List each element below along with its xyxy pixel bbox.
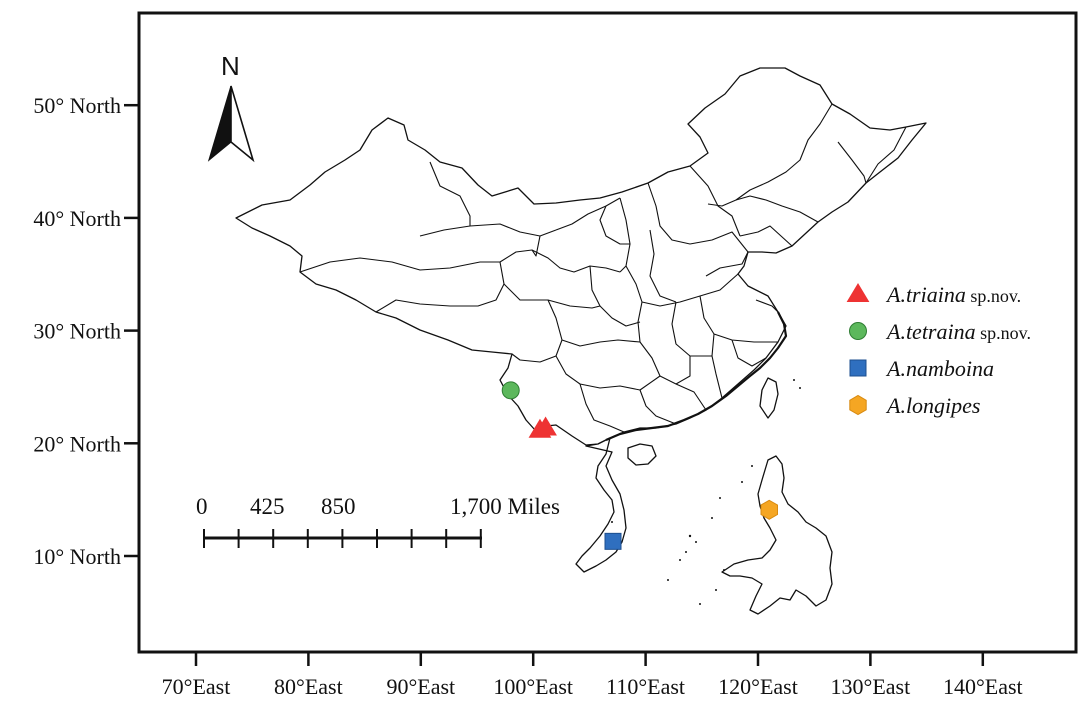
legend-species-name: A.tetraina [885, 319, 976, 344]
taiwan-outline [759, 377, 779, 419]
lat-tick-label-50: 50° North [33, 93, 121, 118]
island-dots [611, 379, 801, 605]
legend-hexagon-icon [849, 394, 867, 416]
legend: A.triaina sp.nov.A.tetraina sp.nov.A.nam… [846, 282, 1031, 418]
record-marker-triaina [534, 416, 557, 436]
legend-triangle-icon [846, 283, 870, 302]
record-marker-longipes [760, 499, 778, 520]
southeast-coastline [605, 311, 788, 442]
legend-species-suffix: sp.nov. [966, 286, 1021, 306]
scale-bar: 0 425 850 1,700 Miles [196, 494, 560, 548]
legend-species-name: A.triaina [885, 282, 966, 307]
record-marker-namboina [604, 532, 622, 550]
occurrence-markers [501, 381, 778, 550]
legend-item-namboina: A.namboina [885, 356, 994, 381]
record-marker-tetraina [501, 381, 520, 400]
lon-tick-label-130: 130°East [831, 674, 911, 699]
lon-tick-label-110: 110°East [606, 674, 685, 699]
scale-label-0: 0 [196, 494, 208, 519]
lon-tick-label-70: 70°East [162, 674, 231, 699]
legend-item-tetraina: A.tetraina sp.nov. [885, 319, 1031, 344]
lat-tick-label-10: 10° North [33, 544, 121, 569]
north-arrow: N [207, 51, 255, 163]
hainan-outline [627, 443, 657, 466]
legend-species-suffix: sp.nov. [976, 323, 1031, 343]
province-borders [299, 103, 907, 433]
scale-label-1700-miles: 1,700 Miles [450, 494, 560, 519]
legend-species-name: A.namboina [885, 356, 994, 381]
scale-label-850: 850 [321, 494, 356, 519]
lon-tick-label-120: 120°East [718, 674, 798, 699]
legend-item-triaina: A.triaina sp.nov. [885, 282, 1021, 307]
legend-species-name: A.longipes [885, 393, 981, 418]
lon-tick-label-80: 80°East [274, 674, 343, 699]
legend-square-icon [849, 359, 867, 377]
longitude-axis: 70°East 80°East 90°East 100°East 110°East 120… [162, 652, 1023, 699]
north-label: N [221, 51, 240, 81]
lat-tick-label-30: 30° North [33, 319, 121, 344]
lat-tick-label-40: 40° North [33, 206, 121, 231]
latitude-axis: 50° North 40° North 30° North 20° North 10° … [33, 93, 139, 569]
lat-tick-label-20: 20° North [33, 431, 121, 456]
philippines-outline [721, 455, 833, 615]
scale-label-425: 425 [250, 494, 285, 519]
legend-item-longipes: A.longipes [885, 393, 981, 418]
lon-tick-label-140: 140°East [943, 674, 1023, 699]
lon-tick-label-90: 90°East [386, 674, 455, 699]
legend-circle-icon [849, 322, 867, 340]
lon-tick-label-100: 100°East [493, 674, 573, 699]
